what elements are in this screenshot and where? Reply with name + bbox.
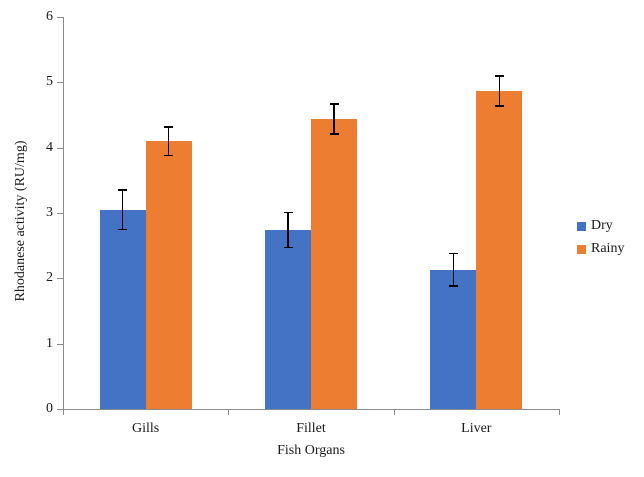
error-bar-rainy-gills: [167, 126, 170, 156]
error-cap-top-rainy-gills: [164, 126, 174, 128]
legend-swatch-dry: [577, 221, 586, 231]
x-boundary-tick-3: [559, 409, 560, 415]
y-tick-label-3: 3: [46, 205, 53, 220]
x-tick-label-liver: Liver: [461, 421, 492, 436]
y-tick-0: [57, 409, 63, 410]
x-boundary-tick-1: [228, 409, 230, 415]
error-cap-top-dry-gills: [118, 189, 128, 191]
y-tick-label-5: 5: [46, 74, 53, 90]
y-tick-label-0: 0: [46, 401, 53, 416]
bar-dry-fillet: [265, 229, 311, 409]
bar-rainy-gills: [145, 141, 192, 409]
y-tick-label-2: 2: [46, 270, 53, 286]
bar-dry-liver: [430, 269, 477, 409]
error-cap-top-rainy-fillet: [329, 103, 339, 105]
error-bar-dry-gills: [121, 190, 124, 230]
y-tick-4: [57, 147, 63, 149]
error-cap-bottom-dry-gills: [118, 228, 128, 231]
y-tick-label-4: 4: [46, 139, 53, 155]
x-tick-label-fillet: Fillet: [296, 421, 326, 436]
y-axis-line: [63, 17, 64, 409]
x-boundary-tick-0: [63, 409, 64, 415]
x-boundary-tick-2: [393, 409, 395, 415]
y-tick-3: [57, 213, 63, 214]
error-bar-rainy-fillet: [333, 103, 335, 134]
plot-area: 0 1 2 3 4 5 6 Gills Fillet Liver: [46, 9, 560, 436]
error-bar-dry-fillet: [287, 212, 289, 248]
error-bar-rainy-liver: [498, 75, 501, 106]
error-cap-bottom-dry-fillet: [283, 246, 293, 249]
error-cap-bottom-rainy-liver: [494, 105, 504, 107]
legend: Dry Rainy: [577, 218, 624, 264]
y-tick-5: [57, 82, 63, 84]
legend-swatch-rainy: [577, 244, 586, 254]
bar-rainy-fillet: [311, 118, 357, 409]
error-cap-bottom-rainy-gills: [164, 154, 174, 157]
legend-item-rainy: Rainy: [577, 241, 624, 257]
bar-dry-gills: [99, 209, 146, 409]
y-tick-label-1: 1: [46, 335, 53, 351]
y-tick-6: [57, 17, 63, 18]
x-axis-line: [63, 409, 560, 410]
error-cap-top-dry-liver: [448, 252, 458, 255]
error-cap-bottom-dry-liver: [448, 285, 458, 287]
bar-rainy-liver: [476, 90, 523, 409]
legend-label-dry: Dry: [591, 218, 613, 233]
y-tick-1: [57, 343, 63, 345]
error-bar-dry-liver: [452, 253, 455, 287]
y-tick-label-6: 6: [46, 9, 53, 24]
error-cap-bottom-rainy-fillet: [329, 133, 339, 135]
y-tick-2: [57, 278, 63, 280]
x-axis-title: Fish Organs: [277, 443, 345, 458]
legend-item-dry: Dry: [577, 218, 624, 234]
legend-label-rainy: Rainy: [591, 241, 625, 256]
error-cap-top-dry-fillet: [283, 211, 293, 214]
error-cap-top-rainy-liver: [494, 75, 504, 77]
x-tick-label-gills: Gills: [132, 421, 160, 436]
